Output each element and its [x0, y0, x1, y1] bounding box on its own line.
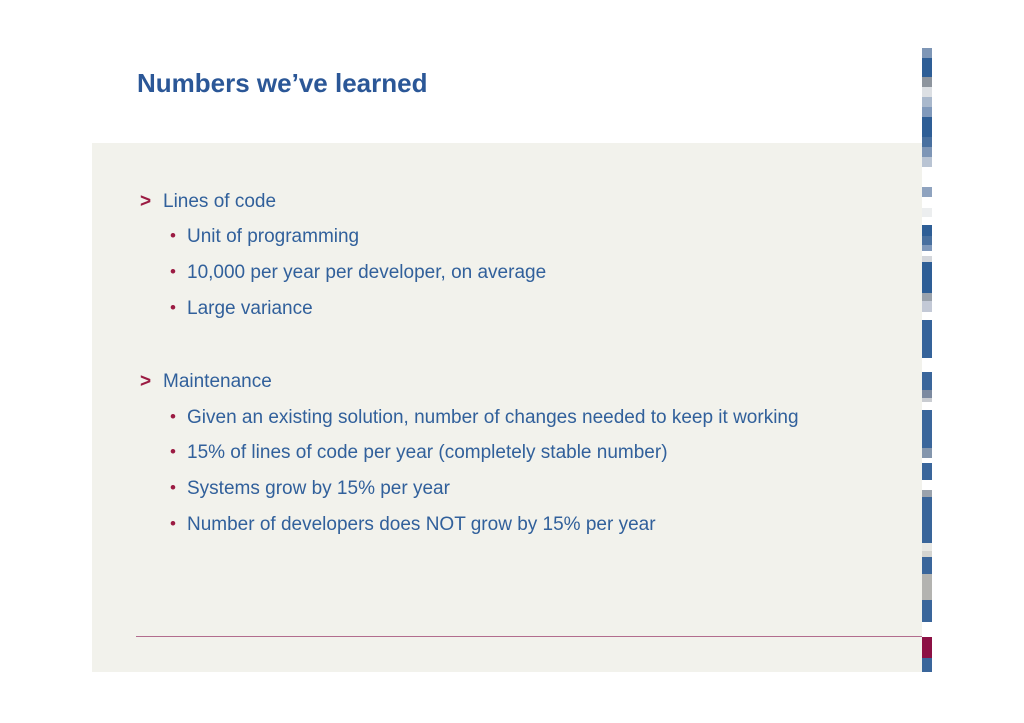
strip-segment	[922, 600, 932, 622]
strip-segment	[922, 551, 932, 557]
divider-rule	[136, 636, 923, 637]
strip-segment	[922, 217, 932, 225]
content-box	[92, 143, 922, 672]
strip-segment	[922, 197, 932, 208]
strip-segment	[922, 77, 932, 87]
strip-segment	[922, 167, 932, 187]
bullet-item: • Number of developers does NOT grow by …	[170, 512, 656, 538]
strip-segment	[922, 301, 932, 312]
strip-segment	[922, 187, 932, 197]
strip-segment	[922, 117, 932, 137]
strip-segment	[922, 463, 932, 480]
dot-bullet-icon: •	[170, 298, 176, 317]
strip-segment	[922, 97, 932, 107]
dot-bullet-icon: •	[170, 407, 176, 426]
strip-segment	[922, 236, 932, 245]
strip-segment	[922, 448, 932, 458]
strip-segment	[922, 48, 932, 58]
strip-segment	[922, 320, 932, 358]
bullet-item: • Given an existing solution, number of …	[170, 405, 799, 431]
bullet-item-label: Number of developers does NOT grow by 15…	[187, 514, 656, 535]
chevron-marker: >	[140, 371, 152, 392]
strip-segment	[922, 107, 932, 117]
dot-bullet-icon: •	[170, 226, 176, 245]
strip-segment	[922, 225, 932, 236]
bullet-item-label: Given an existing solution, number of ch…	[187, 407, 799, 428]
bullet-header-maintenance: > Maintenance	[140, 369, 272, 395]
edge-strip	[922, 48, 932, 672]
strip-segment	[922, 147, 932, 157]
strip-segment	[922, 410, 932, 448]
strip-segment	[922, 458, 932, 463]
strip-segment	[922, 245, 932, 251]
strip-segment	[922, 293, 932, 301]
bullet-item-label: 15% of lines of code per year (completel…	[187, 442, 668, 463]
strip-segment	[922, 557, 932, 574]
bullet-item: • Large variance	[170, 296, 313, 322]
dot-bullet-icon: •	[170, 442, 176, 461]
strip-segment	[922, 262, 932, 293]
strip-segment	[922, 137, 932, 147]
strip-segment	[922, 157, 932, 167]
strip-segment	[922, 574, 932, 600]
bullet-item-label: 10,000 per year per developer, on averag…	[187, 262, 547, 283]
strip-segment	[922, 497, 932, 543]
strip-segment	[922, 312, 932, 320]
chevron-marker: >	[140, 191, 152, 212]
bullet-item-label: Systems grow by 15% per year	[187, 478, 450, 499]
strip-segment	[922, 358, 932, 372]
bullet-item: • 10,000 per year per developer, on aver…	[170, 260, 546, 286]
strip-segment	[922, 208, 932, 217]
bullet-item: • Unit of programming	[170, 224, 359, 250]
strip-segment	[922, 622, 932, 637]
dot-bullet-icon: •	[170, 514, 176, 533]
strip-segment	[922, 251, 932, 256]
dot-bullet-icon: •	[170, 262, 176, 281]
bullet-header-lines-of-code: > Lines of code	[140, 189, 276, 215]
strip-segment	[922, 658, 932, 672]
bullet-item-label: Large variance	[187, 298, 313, 319]
strip-segment	[922, 402, 932, 410]
strip-segment	[922, 637, 932, 658]
strip-segment	[922, 490, 932, 497]
strip-segment	[922, 398, 932, 402]
strip-segment	[922, 480, 932, 490]
bullet-header-label: Lines of code	[163, 191, 277, 212]
strip-segment	[922, 390, 932, 398]
bullet-header-label: Maintenance	[163, 371, 272, 392]
dot-bullet-icon: •	[170, 478, 176, 497]
slide-title: Numbers we’ve learned	[137, 68, 428, 98]
strip-segment	[922, 87, 932, 97]
strip-segment	[922, 543, 932, 551]
strip-segment	[922, 372, 932, 390]
bullet-item: • 15% of lines of code per year (complet…	[170, 440, 668, 466]
bullet-item-label: Unit of programming	[187, 226, 360, 247]
strip-segment	[922, 58, 932, 77]
strip-segment	[922, 256, 932, 262]
bullet-item: • Systems grow by 15% per year	[170, 476, 450, 502]
